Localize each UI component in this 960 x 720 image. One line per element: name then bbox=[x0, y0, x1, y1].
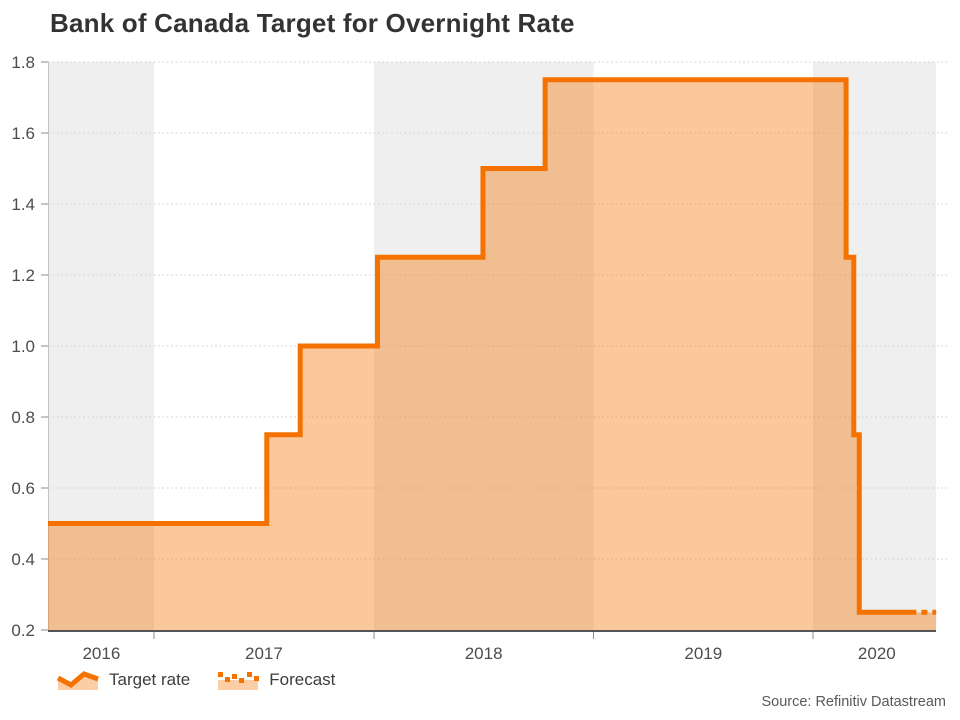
x-axis-label: 2016 bbox=[82, 644, 120, 663]
y-axis-label: 0.2 bbox=[11, 621, 35, 640]
legend-item-forecast: Forecast bbox=[216, 669, 335, 691]
y-axis-label: 0.8 bbox=[11, 408, 35, 427]
y-axis-label: 0.4 bbox=[11, 550, 35, 569]
x-axis-label: 2020 bbox=[858, 644, 896, 663]
source-note: Source: Refinitiv Datastream bbox=[761, 694, 946, 710]
y-axis-label: 1.8 bbox=[11, 53, 35, 72]
y-axis-label: 1.6 bbox=[11, 124, 35, 143]
y-axis-label: 1.0 bbox=[11, 337, 35, 356]
legend-label-forecast: Forecast bbox=[269, 670, 336, 689]
target-rate-swatch-icon bbox=[56, 671, 99, 690]
forecast-swatch-icon bbox=[218, 672, 260, 690]
chart-title: Bank of Canada Target for Overnight Rate bbox=[50, 8, 575, 38]
x-axis-label: 2017 bbox=[245, 644, 283, 663]
x-axis-label: 2019 bbox=[684, 644, 722, 663]
legend-label-target-rate: Target rate bbox=[109, 670, 191, 689]
legend-item-target-rate: Target rate bbox=[56, 669, 190, 691]
x-axis-label: 2018 bbox=[465, 644, 503, 663]
y-axis-label: 1.4 bbox=[11, 195, 35, 214]
rate-area-fill bbox=[48, 79, 937, 630]
y-axis-label: 1.2 bbox=[11, 266, 35, 285]
target-rate-line bbox=[48, 77, 917, 615]
legend: Target rate Forecast bbox=[56, 669, 335, 691]
y-axis-label: 0.6 bbox=[11, 479, 35, 498]
